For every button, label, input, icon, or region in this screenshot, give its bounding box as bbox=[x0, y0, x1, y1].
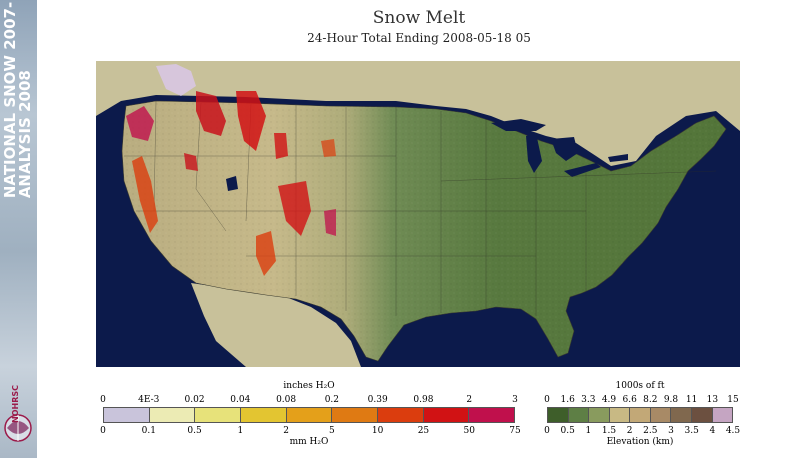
elev-legend-top-unit: 1000s of ft bbox=[615, 381, 665, 391]
melt-legend-tick-label: 2 bbox=[283, 426, 289, 436]
melt-legend-tick-label: 0.2 bbox=[324, 395, 340, 405]
elev-legend-top-ticks: 0 1.6 3.3 4.9 6.6 8.2 9.8 11 13 15 bbox=[544, 395, 739, 407]
elev-legend-tick-label: 1.5 bbox=[601, 426, 617, 436]
sidebar-title-line2: ANALYSIS 2008 bbox=[16, 70, 34, 199]
elev-legend-bottom-ticks: 0 0.5 1 1.5 2 2.5 3 3.5 4 4.5 bbox=[544, 426, 740, 438]
melt-legend-swatch bbox=[149, 408, 196, 422]
elev-legend-bottom-unit: Elevation (km) bbox=[606, 437, 674, 447]
elev-legend-tick-label: 3.3 bbox=[581, 395, 596, 405]
canada-land bbox=[96, 61, 740, 166]
melt-colorbar bbox=[103, 407, 515, 423]
melt-legend-tick-label: 0.39 bbox=[367, 395, 388, 405]
mexico-land bbox=[191, 283, 361, 367]
logo-text: NOHRSC bbox=[11, 385, 20, 423]
elev-legend-tick-label: 15 bbox=[727, 395, 739, 405]
melt-legend-swatch bbox=[286, 408, 333, 422]
page-subtitle: 24-Hour Total Ending 2008-05-18 05 bbox=[307, 31, 531, 45]
melt-legend-bottom-ticks: 0 0.1 0.5 1 2 5 10 25 50 75 bbox=[100, 426, 521, 438]
melt-legend-tick-label: 50 bbox=[463, 426, 475, 436]
elev-legend-swatch bbox=[712, 408, 733, 422]
elev-legend-swatch bbox=[548, 408, 569, 422]
sidebar-title: NATIONAL SNOW 2007- ANALYSIS 2008 bbox=[1, 2, 34, 199]
great-salt-lake bbox=[226, 176, 238, 191]
elev-legend-tick-label: 1 bbox=[585, 426, 592, 436]
elev-legend-tick-label: 4.9 bbox=[601, 395, 617, 405]
melt-legend-swatch bbox=[332, 408, 379, 422]
lake-erie bbox=[564, 163, 601, 177]
melt-legend-tick-label: 75 bbox=[509, 426, 521, 436]
melt-legend-swatch bbox=[104, 408, 150, 422]
lake-huron bbox=[551, 137, 578, 161]
melt-legend-tick-label: 0 bbox=[100, 426, 106, 436]
page-title: Snow Melt bbox=[372, 8, 466, 28]
lake-superior bbox=[491, 119, 546, 131]
elev-colorbar bbox=[547, 407, 733, 423]
elev-legend-tick-label: 6.6 bbox=[622, 395, 637, 405]
lake-ontario bbox=[608, 154, 628, 162]
elev-legend-tick-label: 4 bbox=[709, 426, 716, 436]
melt-legend-tick-label: 0.02 bbox=[184, 395, 205, 405]
elev-legend-tick-label: 3 bbox=[668, 426, 674, 436]
melt-legend-tick-label: 5 bbox=[329, 426, 335, 436]
melt-legend-swatch bbox=[469, 408, 515, 422]
elev-legend-swatch bbox=[650, 408, 672, 422]
melt-legend-tick-label: 3 bbox=[512, 395, 518, 405]
melt-legend-swatch bbox=[423, 408, 470, 422]
elev-legend-swatch bbox=[691, 408, 713, 422]
melt-legend-bottom-unit: mm H₂O bbox=[289, 437, 329, 447]
elev-legend-tick-label: 9.8 bbox=[663, 395, 679, 405]
elev-legend-swatch bbox=[630, 408, 651, 422]
melt-legend-tick-label: 0.5 bbox=[187, 426, 202, 436]
melt-legend-tick-label: 0.08 bbox=[276, 395, 297, 405]
elev-legend-tick-label: 4.5 bbox=[725, 426, 741, 436]
elev-legend-swatch bbox=[609, 408, 631, 422]
sidebar: NATIONAL SNOW 2007- ANALYSIS 2008 NOHRSC bbox=[0, 0, 37, 458]
elev-legend-tick-label: 0.5 bbox=[560, 426, 575, 436]
elev-legend-swatch bbox=[589, 408, 610, 422]
elev-legend-tick-label: 2.5 bbox=[643, 426, 658, 436]
elev-legend-swatch bbox=[568, 408, 590, 422]
melt-legend-swatch bbox=[378, 408, 424, 422]
elev-legend-swatch bbox=[671, 408, 692, 422]
elev-legend-tick-label: 3.5 bbox=[684, 426, 699, 436]
melt-legend-tick-label: 10 bbox=[371, 426, 384, 436]
melt-legend-top-unit: inches H₂O bbox=[283, 381, 335, 391]
melt-legend-tick-label: 0.04 bbox=[230, 395, 251, 405]
elev-legend-tick-label: 13 bbox=[706, 395, 719, 405]
melt-legend-swatch bbox=[195, 408, 242, 422]
melt-legend-tick-label: 4E-3 bbox=[138, 395, 160, 405]
melt-legend-tick-label: 0 bbox=[100, 395, 106, 405]
melt-legend-tick-label: 0.1 bbox=[141, 426, 156, 436]
melt-legend-tick-label: 2 bbox=[466, 395, 473, 405]
nohrsc-logo-icon: NOHRSC bbox=[4, 385, 32, 442]
melt-legend-tick-label: 1 bbox=[237, 426, 244, 436]
terrain-texture bbox=[122, 101, 726, 361]
lake-michigan bbox=[526, 133, 542, 173]
elev-legend-tick-label: 11 bbox=[685, 395, 698, 405]
elev-legend-tick-label: 0 bbox=[544, 426, 550, 436]
snow-melt-map bbox=[96, 61, 740, 367]
melt-legend-top-ticks: 0 4E-3 0.02 0.04 0.08 0.2 0.39 0.98 2 3 bbox=[100, 395, 518, 407]
elev-legend-tick-label: 8.2 bbox=[643, 395, 658, 405]
elev-legend-tick-label: 0 bbox=[544, 395, 550, 405]
melt-legend-tick-label: 25 bbox=[417, 426, 430, 436]
melt-legend-tick-label: 0.98 bbox=[413, 395, 434, 405]
snow-melt-areas bbox=[126, 64, 336, 276]
elev-legend-tick-label: 1.6 bbox=[560, 395, 575, 405]
elev-legend-tick-label: 2 bbox=[626, 426, 633, 436]
melt-legend-swatch bbox=[241, 408, 287, 422]
